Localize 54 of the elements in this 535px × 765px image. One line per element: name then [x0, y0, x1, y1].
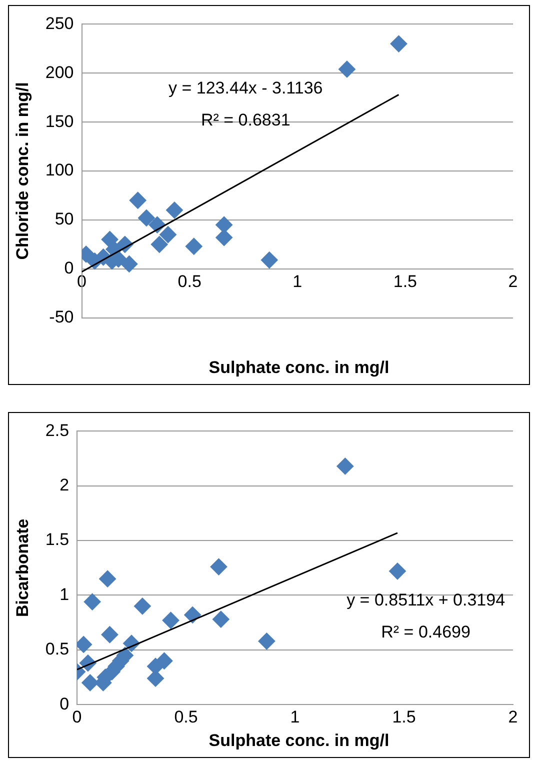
- x-tick-label: 2: [508, 707, 518, 726]
- y-tick-label: -50: [49, 307, 74, 326]
- y-tick-label: 0: [64, 258, 74, 278]
- point: [210, 558, 228, 576]
- point: [338, 60, 356, 78]
- annotation: R² = 0.4699: [381, 622, 470, 642]
- y-tick-label: 2.5: [45, 420, 70, 440]
- x-tick-label: 0.5: [178, 272, 202, 291]
- y-tick-label: 50: [54, 210, 74, 229]
- x-tick-label: 1: [290, 707, 300, 726]
- y-tick-label: 1: [60, 584, 70, 604]
- point: [134, 598, 151, 615]
- point: [156, 652, 173, 670]
- y-tick-label: 150: [45, 112, 74, 131]
- y-tick-label: 0.5: [45, 640, 70, 659]
- point: [258, 632, 276, 650]
- point: [99, 570, 116, 588]
- point: [260, 252, 278, 269]
- x-tick-label: 0.5: [174, 707, 198, 726]
- point: [184, 606, 202, 624]
- point: [101, 626, 118, 644]
- point: [150, 236, 168, 253]
- annotation: y = 123.44x - 3.1136: [168, 78, 323, 98]
- x-axis-title: Sulphate conc. in mg/l: [208, 358, 390, 379]
- point: [185, 238, 202, 255]
- y-tick-label: 100: [45, 160, 74, 180]
- point: [336, 458, 354, 475]
- point: [160, 226, 177, 244]
- x-tick-label: 1.5: [392, 707, 416, 726]
- point: [388, 562, 406, 580]
- y-tick-label: 200: [45, 62, 74, 82]
- point: [166, 202, 183, 219]
- x-tick-label: 1: [292, 272, 302, 291]
- annotation: y = 0.8511x + 0.3194: [346, 590, 506, 610]
- y-tick-label: 2: [60, 476, 70, 495]
- point: [129, 192, 146, 209]
- point: [216, 216, 233, 234]
- y-tick-label: 0: [60, 694, 70, 714]
- point: [216, 229, 233, 246]
- annotation: R² = 0.6831: [200, 110, 290, 130]
- point: [120, 255, 138, 272]
- y-axis-title: Bicarbonate: [12, 518, 32, 618]
- point: [212, 610, 230, 628]
- point: [162, 612, 180, 629]
- x-axis-title: Sulphate conc. in mg/l: [208, 731, 390, 752]
- point: [82, 674, 99, 692]
- y-tick-label: 1.5: [45, 530, 70, 550]
- y-tick-label: 250: [45, 14, 74, 33]
- x-tick-label: 1.5: [393, 272, 418, 291]
- point: [138, 209, 155, 226]
- point: [390, 35, 408, 52]
- x-tick-label: 2: [508, 272, 518, 291]
- point: [84, 593, 101, 610]
- y-axis-title: Chloride conc. in mg/l: [12, 82, 32, 260]
